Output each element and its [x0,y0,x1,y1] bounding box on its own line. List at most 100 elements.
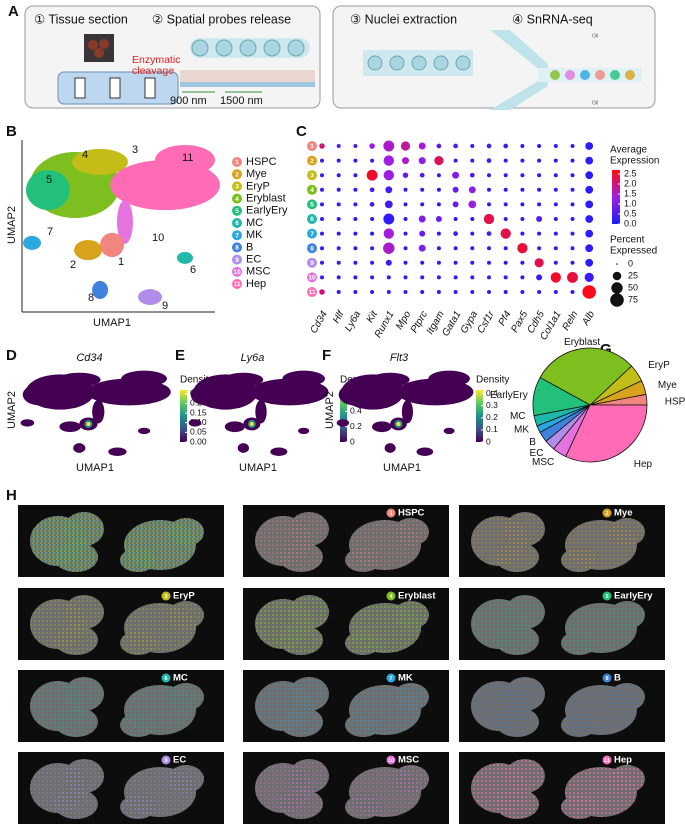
dot [369,202,375,207]
tick-label: 75 [628,294,638,304]
row-badge [307,199,317,210]
cluster-label: 10 [152,232,164,244]
dot [420,275,425,280]
dot [319,143,325,149]
droplet [550,70,560,80]
tissue-signal [609,518,645,546]
pie-slice [539,347,633,406]
dot [553,260,558,265]
legend-number: 2 [235,171,239,178]
dot [403,275,408,280]
dot [403,217,408,221]
row-label: 1 [310,143,314,150]
dot [570,173,575,178]
dot [383,242,395,254]
legend-number: 8 [235,245,239,252]
row-badge [307,287,317,297]
bead [263,39,281,57]
tissue-signal [495,542,539,572]
tissue-signal [505,759,545,793]
slide-window [109,77,121,99]
umap-cluster [92,280,109,300]
row-label: 9 [310,260,314,267]
dot [453,217,458,221]
dot [585,156,594,165]
tissue-signal [168,601,204,629]
dot [402,157,409,165]
row-badge [307,214,317,224]
legend-label: Eryblast [246,193,286,205]
dot [570,246,575,251]
dot [436,202,441,207]
dot [570,290,575,294]
umap-cluster [372,421,392,433]
colorbar [476,390,483,442]
tissue-signal [561,713,597,737]
dot [336,290,341,294]
slide-window [74,77,86,99]
legend-badge [602,591,612,601]
legend-badge [232,157,242,167]
dot [436,275,441,280]
dot [370,275,375,280]
legend-number: 5 [235,208,239,215]
row-badge [307,228,317,239]
row-badge [307,184,317,195]
dot [419,172,425,178]
tissue-signal [495,789,539,819]
dot [453,260,458,265]
gene-title: Ly6a [241,352,265,364]
row-label: 4 [310,187,314,194]
tissue-signal [561,795,597,819]
dot [353,290,358,294]
nucleus [433,55,449,71]
tick-label: 25 [628,270,638,280]
legend-number: 7 [235,232,239,239]
umap-cluster [336,419,350,427]
dot [420,290,425,294]
dot [487,246,491,251]
dot [503,202,508,207]
dot [336,173,341,178]
dot [353,260,358,265]
tissue-signal [64,512,104,546]
legend-number: 9 [235,257,239,264]
dot [320,158,324,163]
legend-label: MC [246,217,263,229]
dot [470,246,475,251]
panel-label: G [600,341,612,358]
umap-cluster [138,289,162,305]
umap-cluster [20,419,35,427]
gene-title: Cd34 [76,352,102,364]
legend-number: 5 [605,594,608,600]
legend-number: 3 [235,184,239,191]
pie-label: MSC [532,457,554,468]
umap-cluster [177,252,193,264]
dot [336,144,341,148]
legend-number: 1 [235,159,239,166]
tissue-signal [345,795,381,819]
dot [366,169,378,181]
hotspot [396,421,401,426]
dot [384,200,393,209]
cluster-label: 5 [46,174,52,186]
tick-label: 0 [486,436,491,446]
row-badge [307,155,317,166]
row-label: 7 [310,231,314,238]
panel-name: B [614,673,621,684]
dot [500,228,511,239]
legend-number: 7 [389,676,392,682]
tick-label: 0.2 [486,412,498,422]
umap-cluster [255,400,267,424]
nucleus [411,55,427,71]
droplet [595,70,605,80]
tick-label: 0.1 [486,424,498,434]
dot [420,202,425,207]
dot [585,171,594,180]
panel-name: Mye [614,508,632,519]
tissue-signal [609,765,645,793]
dot [520,158,525,163]
pie-label: Hep [634,459,653,470]
dot [570,144,575,148]
dot [386,290,391,294]
